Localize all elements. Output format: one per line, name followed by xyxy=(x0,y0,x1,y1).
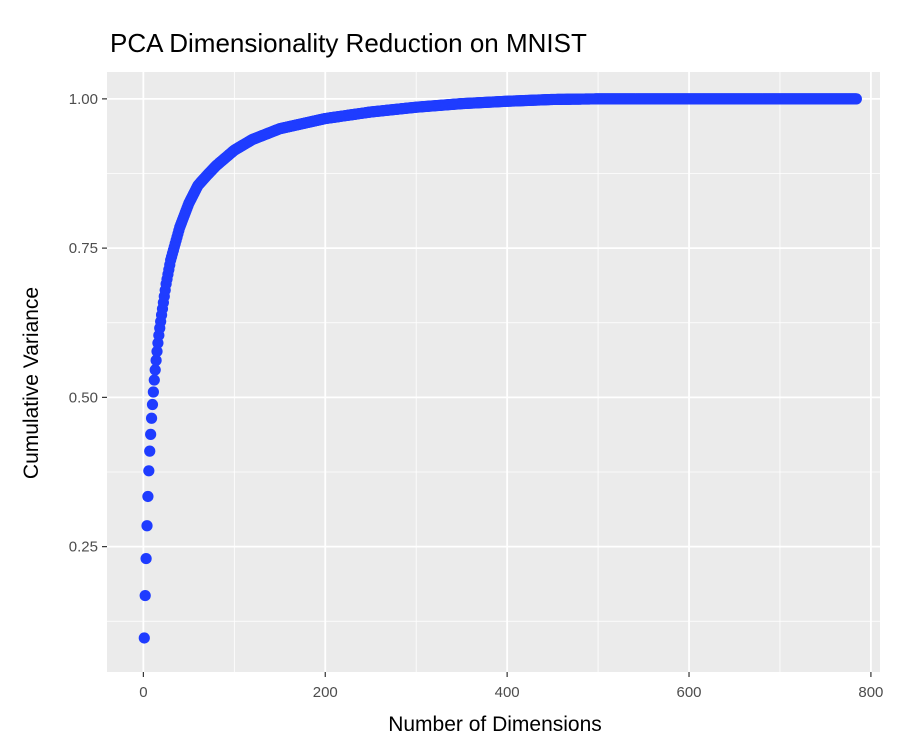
data-point xyxy=(146,398,159,411)
data-point xyxy=(144,445,156,457)
data-point xyxy=(143,465,155,477)
x-axis-title: Number of Dimensions xyxy=(388,713,602,736)
data-point xyxy=(142,490,154,503)
data-point xyxy=(145,428,157,440)
data-point xyxy=(141,520,153,532)
data-point xyxy=(149,364,161,376)
data-point xyxy=(145,412,158,424)
data-point xyxy=(147,386,159,398)
data-point xyxy=(148,374,160,386)
y-axis-ticks: 0.25 0.50 0.75 1.00 xyxy=(69,91,107,556)
data-point xyxy=(140,552,152,565)
major-gridlines xyxy=(107,72,880,672)
data-point xyxy=(850,93,862,105)
y-tick-label: 1.00 xyxy=(69,91,98,108)
data-point xyxy=(151,345,163,358)
data-point xyxy=(139,589,151,602)
x-tick-label: 600 xyxy=(677,684,702,701)
x-tick-label: 800 xyxy=(858,684,883,701)
y-tick-label: 0.75 xyxy=(69,240,98,257)
data-points xyxy=(138,93,862,644)
x-axis-ticks: 0 200 400 600 800 xyxy=(139,672,883,701)
x-tick-label: 400 xyxy=(495,684,520,701)
x-tick-label: 200 xyxy=(313,684,338,701)
minor-gridlines xyxy=(107,72,880,672)
data-point xyxy=(138,632,150,644)
y-tick-label: 0.25 xyxy=(69,539,98,556)
plot-panel xyxy=(107,72,880,672)
chart-title: PCA Dimensionality Reduction on MNIST xyxy=(110,28,587,58)
y-tick-label: 0.50 xyxy=(69,389,98,406)
x-tick-label: 0 xyxy=(139,684,147,701)
data-point xyxy=(150,354,162,366)
y-axis-title: Cumulative Variance xyxy=(20,287,43,479)
